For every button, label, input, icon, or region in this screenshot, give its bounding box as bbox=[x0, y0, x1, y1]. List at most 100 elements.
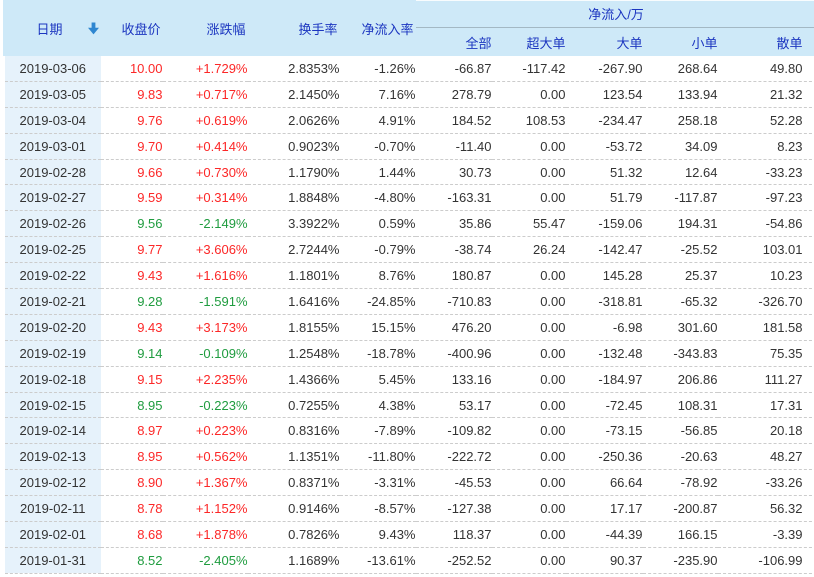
inflow-rate-cell: 4.38% bbox=[339, 392, 416, 419]
inflow-rate-cell: -24.85% bbox=[339, 288, 416, 315]
table-row: 2019-02-18 9.15 +2.235% 1.4366% 5.45% 133.16 0… bbox=[0, 366, 814, 393]
date-cell: 2019-02-27 bbox=[0, 184, 101, 212]
date-cell: 2019-02-25 bbox=[0, 236, 101, 264]
inflow-retail-cell: 181.58 bbox=[717, 314, 814, 341]
sort-descending-icon[interactable] bbox=[87, 22, 100, 35]
column-group-header-net-inflow: 净流入/万 bbox=[415, 0, 814, 28]
inflow-small-cell: -235.90 bbox=[642, 547, 718, 574]
column-header-close: 收盘价 bbox=[100, 0, 163, 56]
turnover-cell: 2.7244% bbox=[247, 236, 340, 264]
inflow-all-cell: -38.74 bbox=[415, 236, 492, 264]
close-price-cell: 8.68 bbox=[100, 521, 163, 548]
close-price-cell: 9.77 bbox=[100, 236, 163, 264]
inflow-small-cell: 268.64 bbox=[642, 56, 718, 82]
inflow-retail-cell: -54.86 bbox=[717, 210, 814, 238]
inflow-large-cell: 51.32 bbox=[565, 159, 643, 186]
inflow-retail-cell: 21.32 bbox=[717, 81, 814, 108]
inflow-all-cell: 30.73 bbox=[415, 159, 492, 186]
date-cell: 2019-02-20 bbox=[0, 314, 101, 341]
date-cell: 2019-02-01 bbox=[0, 521, 101, 548]
turnover-cell: 0.9023% bbox=[247, 133, 340, 160]
inflow-large-cell: -6.98 bbox=[565, 314, 643, 341]
close-price-cell: 9.70 bbox=[100, 133, 163, 160]
inflow-small-cell: -117.87 bbox=[642, 184, 718, 212]
date-cell: 2019-03-05 bbox=[0, 81, 101, 108]
inflow-all-cell: -11.40 bbox=[415, 133, 492, 160]
close-price-cell: 8.78 bbox=[100, 495, 163, 523]
table-header: 日期 收盘价 涨跌幅 换手率 净流入率 净流入/万 全部 超大单 大单 小单 散… bbox=[2, 0, 814, 56]
turnover-cell: 0.7826% bbox=[247, 521, 340, 548]
column-header-date[interactable]: 日期 bbox=[2, 0, 101, 56]
change-percent-cell: +1.878% bbox=[162, 521, 248, 548]
close-price-cell: 9.66 bbox=[100, 159, 163, 186]
inflow-xl-cell: 0.00 bbox=[491, 288, 566, 315]
column-header-change: 涨跌幅 bbox=[162, 0, 248, 56]
date-cell: 2019-02-19 bbox=[0, 340, 101, 367]
inflow-xl-cell: 0.00 bbox=[491, 417, 566, 445]
column-header-large-orders: 大单 bbox=[565, 27, 643, 56]
inflow-retail-cell: -326.70 bbox=[717, 288, 814, 315]
inflow-rate-cell: -1.26% bbox=[339, 56, 416, 82]
change-percent-cell: +1.152% bbox=[162, 495, 248, 523]
table-row: 2019-02-14 8.97 +0.223% 0.8316% -7.89% -109.8… bbox=[0, 417, 814, 445]
inflow-all-cell: -163.31 bbox=[415, 184, 492, 212]
inflow-retail-cell: 56.32 bbox=[717, 495, 814, 523]
inflow-rate-cell: 8.76% bbox=[339, 262, 416, 290]
inflow-all-cell: 278.79 bbox=[415, 81, 492, 108]
inflow-rate-cell: -13.61% bbox=[339, 547, 416, 574]
inflow-xl-cell: 0.00 bbox=[491, 495, 566, 523]
inflow-all-cell: 133.16 bbox=[415, 366, 492, 393]
inflow-xl-cell: 0.00 bbox=[491, 547, 566, 574]
turnover-cell: 1.8848% bbox=[247, 184, 340, 212]
inflow-all-cell: -45.53 bbox=[415, 469, 492, 497]
inflow-retail-cell: 20.18 bbox=[717, 417, 814, 445]
change-percent-cell: -0.223% bbox=[162, 392, 248, 419]
inflow-retail-cell: -106.99 bbox=[717, 547, 814, 574]
table-row: 2019-03-04 9.76 +0.619% 2.0626% 4.91% 184.52 1… bbox=[0, 107, 814, 134]
inflow-rate-cell: 15.15% bbox=[339, 314, 416, 341]
date-cell: 2019-02-22 bbox=[0, 262, 101, 290]
inflow-xl-cell: 0.00 bbox=[491, 469, 566, 497]
inflow-retail-cell: 103.01 bbox=[717, 236, 814, 264]
inflow-all-cell: 53.17 bbox=[415, 392, 492, 419]
turnover-cell: 3.3922% bbox=[247, 210, 340, 238]
close-price-cell: 9.76 bbox=[100, 107, 163, 134]
date-cell: 2019-02-11 bbox=[0, 495, 101, 523]
inflow-xl-cell: 0.00 bbox=[491, 314, 566, 341]
close-price-cell: 8.52 bbox=[100, 547, 163, 574]
inflow-all-cell: -252.52 bbox=[415, 547, 492, 574]
inflow-retail-cell: 48.27 bbox=[717, 443, 814, 471]
inflow-small-cell: 301.60 bbox=[642, 314, 718, 341]
inflow-small-cell: -56.85 bbox=[642, 417, 718, 445]
change-percent-cell: +0.414% bbox=[162, 133, 248, 160]
date-cell: 2019-02-14 bbox=[0, 417, 101, 445]
inflow-small-cell: 133.94 bbox=[642, 81, 718, 108]
inflow-retail-cell: 49.80 bbox=[717, 56, 814, 82]
inflow-large-cell: -159.06 bbox=[565, 210, 643, 238]
column-header-turnover: 换手率 bbox=[247, 0, 340, 56]
change-percent-cell: +0.314% bbox=[162, 184, 248, 212]
table-row: 2019-02-19 9.14 -0.109% 1.2548% -18.78% -400.… bbox=[0, 340, 814, 367]
inflow-small-cell: -343.83 bbox=[642, 340, 718, 367]
inflow-all-cell: -109.82 bbox=[415, 417, 492, 445]
turnover-cell: 2.1450% bbox=[247, 81, 340, 108]
table-row: 2019-02-26 9.56 -2.149% 3.3922% 0.59% 35.86 55… bbox=[0, 210, 814, 238]
date-cell: 2019-03-01 bbox=[0, 133, 101, 160]
change-percent-cell: -0.109% bbox=[162, 340, 248, 367]
inflow-small-cell: 166.15 bbox=[642, 521, 718, 548]
inflow-rate-cell: -11.80% bbox=[339, 443, 416, 471]
date-cell: 2019-02-18 bbox=[0, 366, 101, 393]
date-cell: 2019-03-04 bbox=[0, 107, 101, 134]
inflow-large-cell: -142.47 bbox=[565, 236, 643, 264]
inflow-retail-cell: -97.23 bbox=[717, 184, 814, 212]
turnover-cell: 1.2548% bbox=[247, 340, 340, 367]
change-percent-cell: +0.562% bbox=[162, 443, 248, 471]
table-row: 2019-03-05 9.83 +0.717% 2.1450% 7.16% 278.79 0… bbox=[0, 81, 814, 108]
inflow-rate-cell: -4.80% bbox=[339, 184, 416, 212]
turnover-cell: 1.6416% bbox=[247, 288, 340, 315]
inflow-xl-cell: 55.47 bbox=[491, 210, 566, 238]
change-percent-cell: +0.223% bbox=[162, 417, 248, 445]
date-cell: 2019-02-12 bbox=[0, 469, 101, 497]
column-header-small-orders: 小单 bbox=[642, 27, 718, 56]
inflow-rate-cell: -3.31% bbox=[339, 469, 416, 497]
